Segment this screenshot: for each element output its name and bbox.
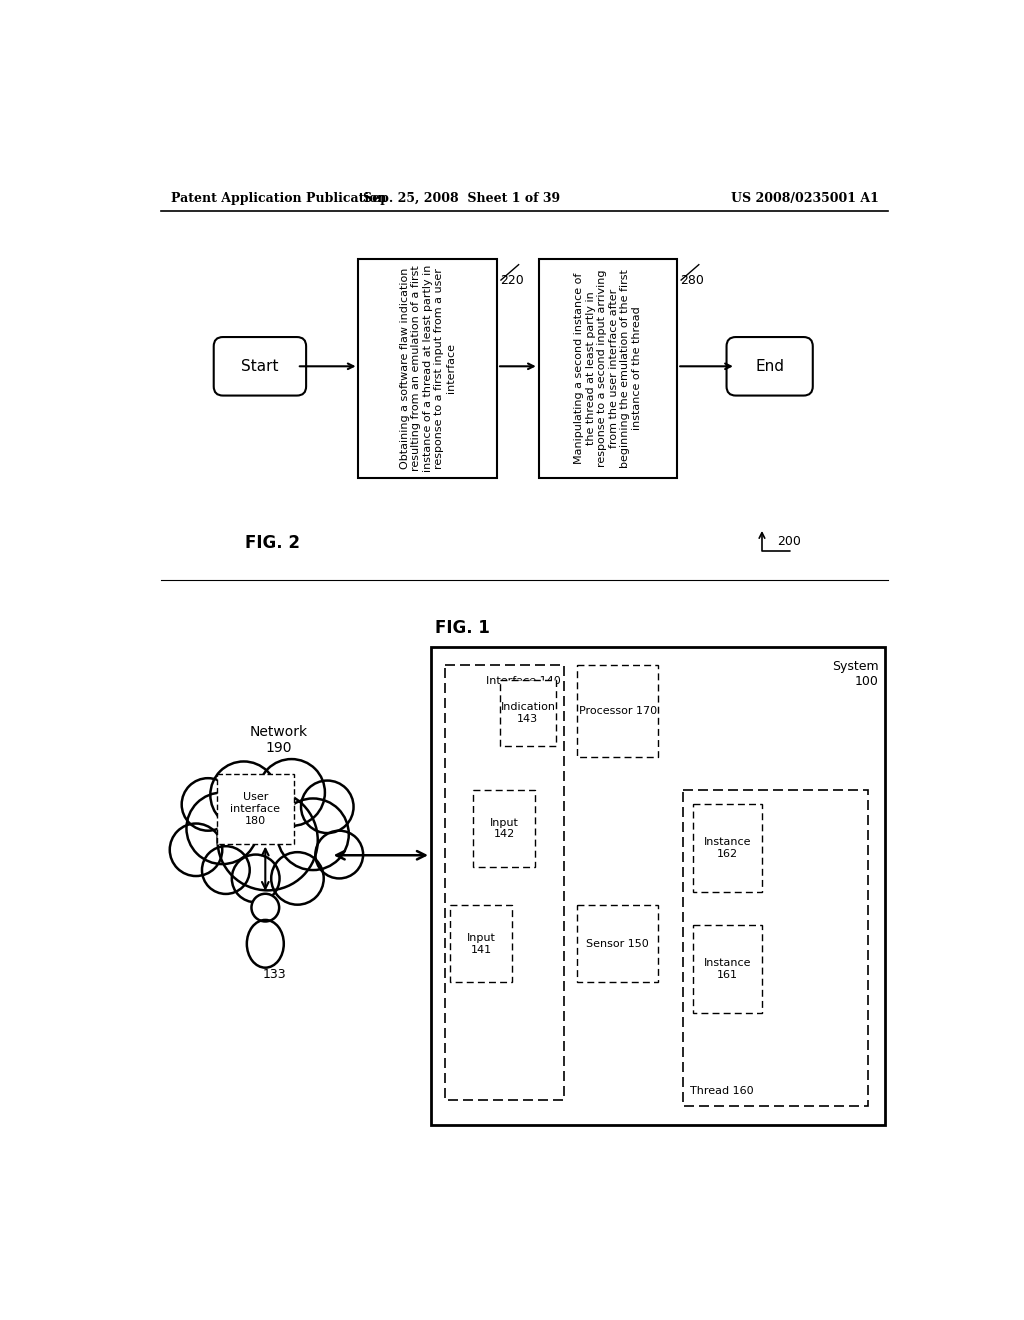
Text: Input
142: Input 142 [489, 817, 518, 840]
Text: Sep. 25, 2008  Sheet 1 of 39: Sep. 25, 2008 Sheet 1 of 39 [364, 191, 560, 205]
Text: Thread 160: Thread 160 [689, 1086, 754, 1096]
Text: Interface 140: Interface 140 [486, 676, 561, 686]
FancyBboxPatch shape [578, 665, 658, 758]
FancyBboxPatch shape [444, 665, 564, 1100]
Circle shape [315, 830, 364, 878]
Text: User
interface
180: User interface 180 [230, 792, 281, 825]
Circle shape [278, 799, 349, 870]
Text: Manipulating a second instance of
the thread at least partly in
response to a se: Manipulating a second instance of the th… [574, 269, 642, 467]
Text: Patent Application Publication: Patent Application Publication [171, 191, 386, 205]
FancyBboxPatch shape [727, 337, 813, 396]
Circle shape [231, 854, 280, 903]
FancyBboxPatch shape [692, 804, 762, 892]
Bar [431, 647, 885, 1125]
Text: Instance
162: Instance 162 [703, 837, 751, 859]
Circle shape [252, 894, 280, 921]
Circle shape [186, 792, 258, 865]
Text: 220: 220 [501, 275, 524, 286]
FancyBboxPatch shape [451, 906, 512, 982]
FancyBboxPatch shape [473, 789, 535, 867]
Text: Network
190: Network 190 [250, 725, 308, 755]
FancyBboxPatch shape [683, 789, 868, 1106]
Text: Sensor 150: Sensor 150 [586, 939, 649, 949]
Text: Input
141: Input 141 [467, 933, 496, 954]
FancyBboxPatch shape [217, 775, 294, 843]
Circle shape [271, 853, 324, 904]
Bar [539, 259, 677, 478]
Text: Instance
161: Instance 161 [703, 958, 751, 979]
Text: 200: 200 [777, 536, 801, 548]
Text: Start: Start [242, 359, 279, 374]
Circle shape [258, 759, 325, 826]
Circle shape [210, 762, 278, 829]
Circle shape [202, 846, 250, 894]
Text: Processor 170: Processor 170 [579, 706, 656, 717]
Circle shape [170, 824, 222, 876]
Circle shape [301, 780, 353, 833]
Text: FIG. 2: FIG. 2 [245, 535, 299, 552]
Text: FIG. 1: FIG. 1 [435, 619, 489, 638]
FancyBboxPatch shape [500, 681, 556, 746]
Ellipse shape [247, 920, 284, 968]
Circle shape [181, 779, 234, 830]
Bar [358, 259, 497, 478]
Text: End: End [755, 359, 784, 374]
Text: Indication
143: Indication 143 [501, 702, 555, 723]
Text: 133: 133 [263, 968, 287, 981]
Text: 280: 280 [680, 275, 705, 286]
Text: System
100: System 100 [833, 660, 879, 688]
FancyBboxPatch shape [214, 337, 306, 396]
Text: US 2008/0235001 A1: US 2008/0235001 A1 [731, 191, 879, 205]
FancyBboxPatch shape [578, 906, 658, 982]
FancyBboxPatch shape [692, 924, 762, 1014]
Text: Obtaining a software flaw indication
resulting from an emulation of a first
inst: Obtaining a software flaw indication res… [399, 264, 456, 473]
Circle shape [217, 791, 317, 891]
